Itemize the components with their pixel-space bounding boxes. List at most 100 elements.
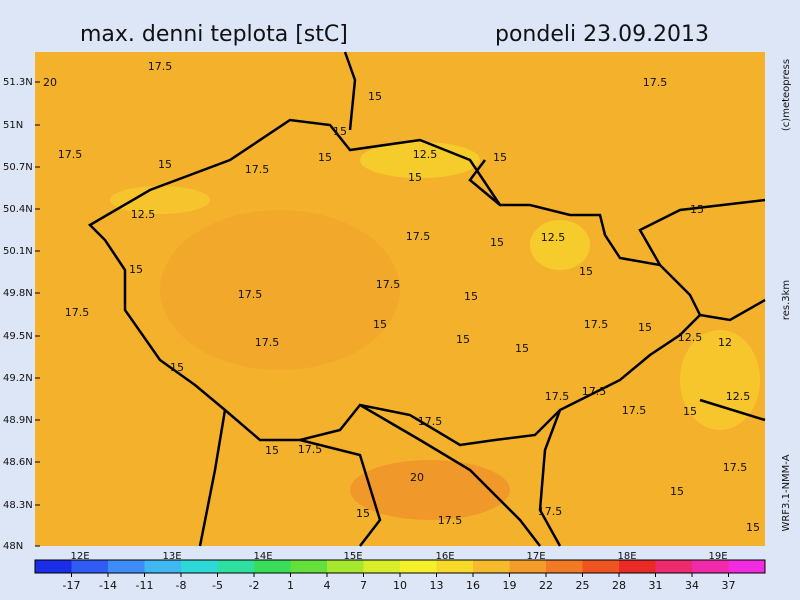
contour-label: 15 — [333, 125, 347, 138]
contour-label: 17.5 — [622, 404, 647, 417]
colorbar-label: 22 — [539, 579, 553, 592]
contour-label: 15 — [683, 405, 697, 418]
colorbar-label: 16 — [466, 579, 480, 592]
contour-label: 17.5 — [255, 336, 280, 349]
cool-patch — [110, 186, 210, 214]
colorbar-segment — [619, 560, 656, 573]
contour-label: 15 — [515, 342, 529, 355]
contour-label: 12.5 — [678, 331, 703, 344]
contour-label: 17.5 — [643, 76, 668, 89]
colorbar-label: -8 — [176, 579, 187, 592]
copyright: (c)meteopress — [781, 59, 792, 131]
contour-label: 12.5 — [541, 231, 566, 244]
contour-label: 15 — [129, 263, 143, 276]
colorbar-segment — [290, 560, 328, 573]
contour-label: 17.5 — [584, 318, 609, 331]
colorbar-segment — [217, 560, 255, 573]
lat-label: 49.8N — [3, 288, 33, 299]
colorbar-segment — [327, 560, 364, 573]
contour-label: 15 — [638, 321, 652, 334]
contour-label: 15 — [670, 485, 684, 498]
contour-label: 17.5 — [545, 390, 570, 403]
lat-label: 50.7N — [3, 162, 33, 173]
colorbar-label: 4 — [324, 579, 331, 592]
lat-label: 49.5N — [3, 331, 33, 342]
colorbar-label: -11 — [136, 579, 154, 592]
contour-label: 15 — [408, 171, 422, 184]
cool-patch — [680, 330, 760, 430]
contour-label: 15 — [170, 361, 184, 374]
lat-label: 50.1N — [3, 246, 33, 257]
contour-label: 17.5 — [438, 514, 463, 527]
lon-label: 16E — [435, 551, 454, 562]
colorbar-segment — [108, 560, 145, 573]
lat-labels: 51.3N 51N 50.7N 50.4N 50.1N 49.8N 49.5N 49.2N 48… — [3, 77, 40, 552]
contour-label: 17.5 — [65, 306, 90, 319]
contour-label: 17.5 — [538, 505, 563, 518]
colorbar-label: 37 — [722, 579, 736, 592]
contour-label: 15 — [579, 265, 593, 278]
contour-label: 12.5 — [413, 148, 438, 161]
colorbar-segment — [254, 560, 291, 573]
cool-patch — [530, 220, 590, 270]
contour-label: 20 — [410, 471, 424, 484]
lat-label: 50.4N — [3, 204, 33, 215]
contour-label: 17.5 — [238, 288, 263, 301]
colorbar-label: -2 — [249, 579, 260, 592]
colorbar-segment — [436, 560, 474, 573]
contour-label: 12.5 — [726, 390, 751, 403]
contour-label: 15 — [318, 151, 332, 164]
colorbar-label: 7 — [360, 579, 367, 592]
contour-label: 17.5 — [376, 278, 401, 291]
colorbar-label: 13 — [430, 579, 444, 592]
contour-label: 15 — [493, 151, 507, 164]
contour-label: 15 — [456, 333, 470, 346]
colorbar-label: -14 — [99, 579, 117, 592]
colorbar-label: 1 — [287, 579, 294, 592]
colorbar-segment — [509, 560, 547, 573]
lon-label: 17E — [526, 551, 545, 562]
country-border — [87, 118, 702, 447]
contour-label: 15 — [746, 521, 760, 534]
colorbar-segment — [400, 560, 437, 573]
colorbar-segment — [728, 560, 766, 573]
lat-label: 51.3N — [3, 77, 33, 88]
lat-label: 48.9N — [3, 415, 33, 426]
colorbar-label: -5 — [212, 579, 223, 592]
colorbar-segment — [35, 560, 72, 573]
contour-label: 17.5 — [245, 163, 270, 176]
contour-label: 15 — [464, 290, 478, 303]
lon-label: 14E — [253, 551, 272, 562]
colorbar-segment — [363, 560, 401, 573]
colorbar-label: 10 — [393, 579, 407, 592]
colorbar-segment — [71, 560, 109, 573]
lon-labels: 12E 13E 14E 15E 16E 17E 18E 19E — [70, 551, 727, 562]
colorbar-segment — [144, 560, 182, 573]
colorbar-segment — [546, 560, 583, 573]
border — [198, 51, 766, 547]
contour-label: 20 — [43, 76, 57, 89]
colorbar-segment — [655, 560, 693, 573]
contour-label: 15 — [368, 90, 382, 103]
colorbar-label: -17 — [63, 579, 81, 592]
colorbar-segment — [181, 560, 218, 573]
contour-label: 17.5 — [418, 415, 443, 428]
lat-label: 48.3N — [3, 500, 33, 511]
resolution: res.3km — [781, 280, 792, 320]
map-date: pondeli 23.09.2013 — [495, 22, 709, 47]
colorbar-label: 25 — [576, 579, 590, 592]
colorbar-segment — [473, 560, 510, 573]
colorbar-segment — [692, 560, 729, 573]
contour-label: 15 — [490, 236, 504, 249]
warm-patch — [160, 210, 400, 370]
contour-label: 15 — [265, 444, 279, 457]
lon-label: 18E — [617, 551, 636, 562]
contour-label: 17.5 — [582, 385, 607, 398]
contour-label: 12 — [718, 336, 732, 349]
colorbar-label: 19 — [503, 579, 517, 592]
map-area — [35, 51, 766, 547]
contour-label: 15 — [158, 158, 172, 171]
lat-label: 51N — [3, 120, 23, 131]
contour-label: 12.5 — [131, 208, 156, 221]
